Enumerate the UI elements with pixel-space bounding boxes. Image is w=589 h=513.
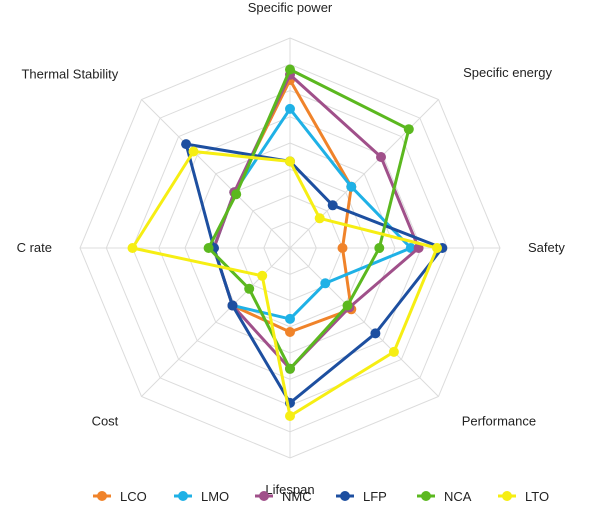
data-point	[374, 243, 385, 253]
legend-item-lmo[interactable]: LMO	[174, 489, 229, 504]
legend-swatch-marker	[340, 491, 350, 501]
grid-spoke	[289, 247, 439, 397]
data-point	[405, 243, 416, 253]
legend-label: LCO	[120, 489, 147, 504]
data-point	[285, 103, 295, 114]
data-point	[227, 300, 238, 311]
data-point	[314, 213, 325, 224]
axis-label: Lifespan	[265, 482, 314, 497]
data-point	[285, 327, 295, 337]
legend-swatch-marker	[259, 491, 269, 501]
data-point	[388, 346, 399, 357]
legend-item-nca[interactable]: NCA	[417, 489, 472, 504]
legend: LCO LMO NMC LFP NCA LTO	[93, 489, 549, 504]
legend-swatch-marker	[97, 491, 107, 501]
legend-label: NCA	[444, 489, 472, 504]
axis-label: Performance	[462, 414, 536, 429]
series-lto	[127, 146, 442, 421]
data-point	[403, 124, 414, 135]
data-point	[244, 283, 255, 294]
data-point	[285, 64, 295, 75]
legend-swatch-marker	[178, 491, 188, 501]
legend-label: NMC	[282, 489, 312, 504]
legend-label: LTO	[525, 489, 549, 504]
data-point	[285, 156, 295, 167]
series-group	[127, 64, 448, 421]
data-point	[231, 189, 242, 200]
legend-item-lto[interactable]: LTO	[498, 489, 549, 504]
legend-item-lco[interactable]: LCO	[93, 489, 147, 504]
data-point	[181, 139, 192, 150]
legend-item-nmc[interactable]: NMC	[255, 489, 312, 504]
series-line	[131, 150, 439, 418]
legend-label: LMO	[201, 489, 229, 504]
data-point	[342, 300, 353, 311]
legend-label: LFP	[363, 489, 387, 504]
data-point	[337, 243, 348, 253]
axis-label: Specific power	[248, 0, 333, 15]
data-point	[370, 328, 381, 339]
data-point	[203, 243, 214, 253]
data-point	[285, 313, 295, 324]
data-point	[327, 200, 338, 211]
axis-labels: Specific power Specific energy Safety Perfo…	[17, 0, 566, 497]
data-point	[127, 243, 138, 253]
data-point	[376, 152, 386, 162]
data-point	[346, 181, 357, 192]
data-point	[188, 146, 199, 157]
legend-swatch-marker	[421, 491, 431, 501]
grid-spoke	[141, 99, 291, 249]
data-point	[285, 411, 295, 421]
legend-swatch-marker	[502, 491, 512, 501]
axis-label: Safety	[528, 240, 565, 255]
axis-label: Thermal Stability	[21, 66, 118, 81]
axis-label: Cost	[92, 414, 119, 429]
data-point	[320, 278, 331, 289]
series-nca	[203, 64, 414, 374]
axis-label: Specific energy	[463, 65, 552, 80]
data-point	[285, 363, 295, 374]
grid-spoke	[289, 99, 439, 249]
legend-item-lfp[interactable]: LFP	[336, 489, 387, 504]
data-point	[432, 243, 442, 253]
axis-label: C rate	[17, 240, 52, 255]
data-point	[257, 270, 268, 281]
